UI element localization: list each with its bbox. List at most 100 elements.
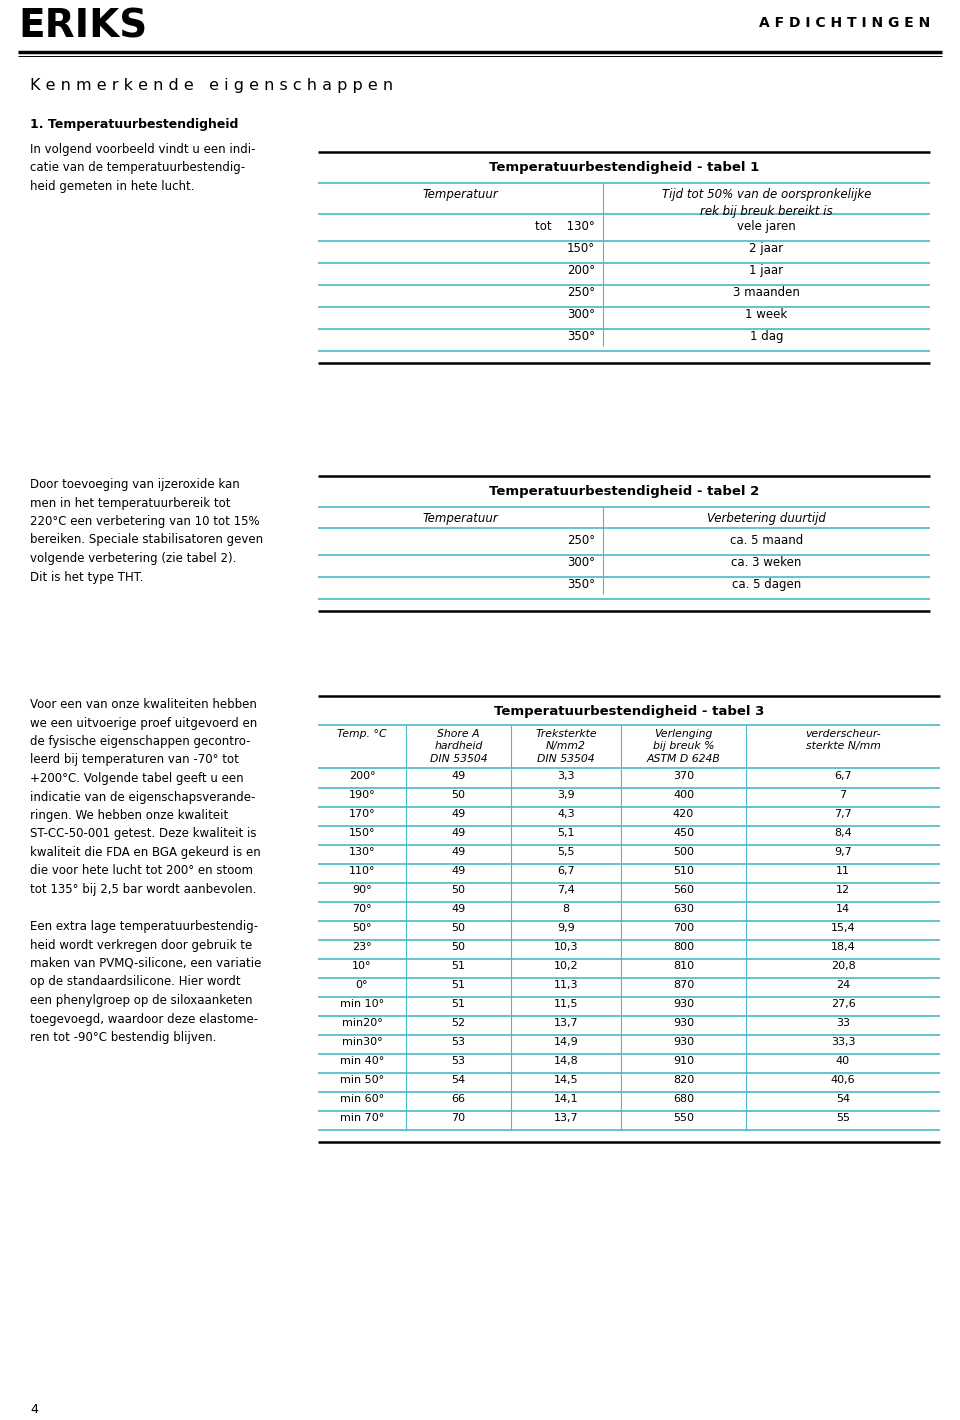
- Text: A F D I C H T I N G E N: A F D I C H T I N G E N: [758, 16, 930, 30]
- Text: 9,9: 9,9: [557, 923, 575, 933]
- Text: 11: 11: [836, 866, 850, 876]
- Text: 14,9: 14,9: [554, 1037, 578, 1047]
- Text: 930: 930: [673, 1018, 694, 1028]
- Text: 930: 930: [673, 1000, 694, 1010]
- Text: 1. Temperatuurbestendigheid: 1. Temperatuurbestendigheid: [30, 118, 238, 131]
- Text: 510: 510: [673, 866, 694, 876]
- Text: 10,3: 10,3: [554, 941, 578, 951]
- Text: 50°: 50°: [352, 923, 372, 933]
- Text: 400: 400: [673, 790, 694, 799]
- Text: 560: 560: [673, 885, 694, 895]
- Text: 300°: 300°: [567, 557, 595, 569]
- Text: 800: 800: [673, 941, 694, 951]
- Text: ca. 5 maand: ca. 5 maand: [730, 534, 804, 547]
- Text: 10,2: 10,2: [554, 961, 578, 971]
- Text: 170°: 170°: [348, 809, 375, 819]
- Text: 810: 810: [673, 961, 694, 971]
- Text: Temperatuur: Temperatuur: [422, 187, 498, 202]
- Text: Shore A
hardheid
DIN 53504: Shore A hardheid DIN 53504: [430, 728, 488, 764]
- Text: 49: 49: [451, 846, 466, 858]
- Text: 50: 50: [451, 790, 466, 799]
- Text: 550: 550: [673, 1113, 694, 1123]
- Text: min 60°: min 60°: [340, 1093, 384, 1103]
- Text: 27,6: 27,6: [830, 1000, 855, 1010]
- Text: 14,1: 14,1: [554, 1093, 578, 1103]
- Text: Treksterkte
N/mm2
DIN 53504: Treksterkte N/mm2 DIN 53504: [535, 728, 597, 764]
- Text: 12: 12: [836, 885, 850, 895]
- Text: 300°: 300°: [567, 308, 595, 321]
- Text: verderscheur-
sterkte N/mm: verderscheur- sterkte N/mm: [805, 728, 881, 751]
- Text: 930: 930: [673, 1037, 694, 1047]
- Text: 50: 50: [451, 941, 466, 951]
- Text: 55: 55: [836, 1113, 850, 1123]
- Text: Verlenging
bij breuk %
ASTM D 624B: Verlenging bij breuk % ASTM D 624B: [647, 728, 720, 764]
- Text: 54: 54: [836, 1093, 850, 1103]
- Text: vele jaren: vele jaren: [737, 220, 796, 233]
- Text: min30°: min30°: [342, 1037, 382, 1047]
- Text: 51: 51: [451, 1000, 466, 1010]
- Text: 14,5: 14,5: [554, 1075, 578, 1085]
- Text: 20,8: 20,8: [830, 961, 855, 971]
- Text: Voor een van onze kwaliteiten hebben
we een uitvoerige proef uitgevoerd en
de fy: Voor een van onze kwaliteiten hebben we …: [30, 699, 261, 1044]
- Text: 190°: 190°: [348, 790, 375, 799]
- Text: 370: 370: [673, 771, 694, 781]
- Text: 53: 53: [451, 1056, 466, 1066]
- Text: Tijd tot 50% van de oorspronkelijke
rek bij breuk bereikt is: Tijd tot 50% van de oorspronkelijke rek …: [661, 187, 871, 219]
- Text: 11,3: 11,3: [554, 980, 578, 990]
- Text: min 10°: min 10°: [340, 1000, 384, 1010]
- Text: 870: 870: [673, 980, 694, 990]
- Text: 630: 630: [673, 905, 694, 914]
- Text: 70: 70: [451, 1113, 466, 1123]
- Text: 7,7: 7,7: [834, 809, 852, 819]
- Text: 70°: 70°: [352, 905, 372, 914]
- Text: 6,7: 6,7: [834, 771, 852, 781]
- Text: Temp. °C: Temp. °C: [337, 728, 387, 738]
- Text: ERIKS: ERIKS: [18, 9, 147, 45]
- Text: In volgend voorbeeld vindt u een indi-
catie van de temperatuurbestendig-
heid g: In volgend voorbeeld vindt u een indi- c…: [30, 143, 255, 193]
- Text: min 40°: min 40°: [340, 1056, 384, 1066]
- Text: 130°: 130°: [348, 846, 375, 858]
- Text: 51: 51: [451, 980, 466, 990]
- Text: min 50°: min 50°: [340, 1075, 384, 1085]
- Text: 14,8: 14,8: [554, 1056, 578, 1066]
- Text: 4: 4: [30, 1403, 37, 1416]
- Text: 90°: 90°: [352, 885, 372, 895]
- Text: 24: 24: [836, 980, 851, 990]
- Text: ca. 5 dagen: ca. 5 dagen: [732, 578, 802, 591]
- Text: 7,4: 7,4: [557, 885, 575, 895]
- Text: 9,7: 9,7: [834, 846, 852, 858]
- Text: 350°: 350°: [567, 329, 595, 344]
- Text: 50: 50: [451, 885, 466, 895]
- Text: 49: 49: [451, 809, 466, 819]
- Text: 2 jaar: 2 jaar: [750, 241, 783, 256]
- Text: 200°: 200°: [348, 771, 375, 781]
- Text: 50: 50: [451, 923, 466, 933]
- Text: 13,7: 13,7: [554, 1113, 578, 1123]
- Text: 250°: 250°: [566, 285, 595, 300]
- Text: 66: 66: [451, 1093, 466, 1103]
- Text: Door toevoeging van ijzeroxide kan
men in het temperatuurbereik tot
220°C een ve: Door toevoeging van ijzeroxide kan men i…: [30, 479, 263, 584]
- Text: 8,4: 8,4: [834, 828, 852, 838]
- Text: Verbetering duurtijd: Verbetering duurtijd: [708, 513, 826, 525]
- Text: 49: 49: [451, 828, 466, 838]
- Text: 10°: 10°: [352, 961, 372, 971]
- Text: 33,3: 33,3: [830, 1037, 855, 1047]
- Text: Temperatuur: Temperatuur: [422, 513, 498, 525]
- Text: 680: 680: [673, 1093, 694, 1103]
- Text: 500: 500: [673, 846, 694, 858]
- Text: 18,4: 18,4: [830, 941, 855, 951]
- Text: 40: 40: [836, 1056, 850, 1066]
- Text: 4,3: 4,3: [557, 809, 575, 819]
- Text: 420: 420: [673, 809, 694, 819]
- Text: 1 dag: 1 dag: [750, 329, 783, 344]
- Text: 3 maanden: 3 maanden: [733, 285, 800, 300]
- Text: K e n m e r k e n d e   e i g e n s c h a p p e n: K e n m e r k e n d e e i g e n s c h a …: [30, 78, 394, 92]
- Text: 54: 54: [451, 1075, 466, 1085]
- Text: 350°: 350°: [567, 578, 595, 591]
- Text: 14: 14: [836, 905, 850, 914]
- Text: tot    130°: tot 130°: [536, 220, 595, 233]
- Text: 11,5: 11,5: [554, 1000, 578, 1010]
- Text: 150°: 150°: [566, 241, 595, 256]
- Text: 1 jaar: 1 jaar: [750, 264, 783, 277]
- Text: 51: 51: [451, 961, 466, 971]
